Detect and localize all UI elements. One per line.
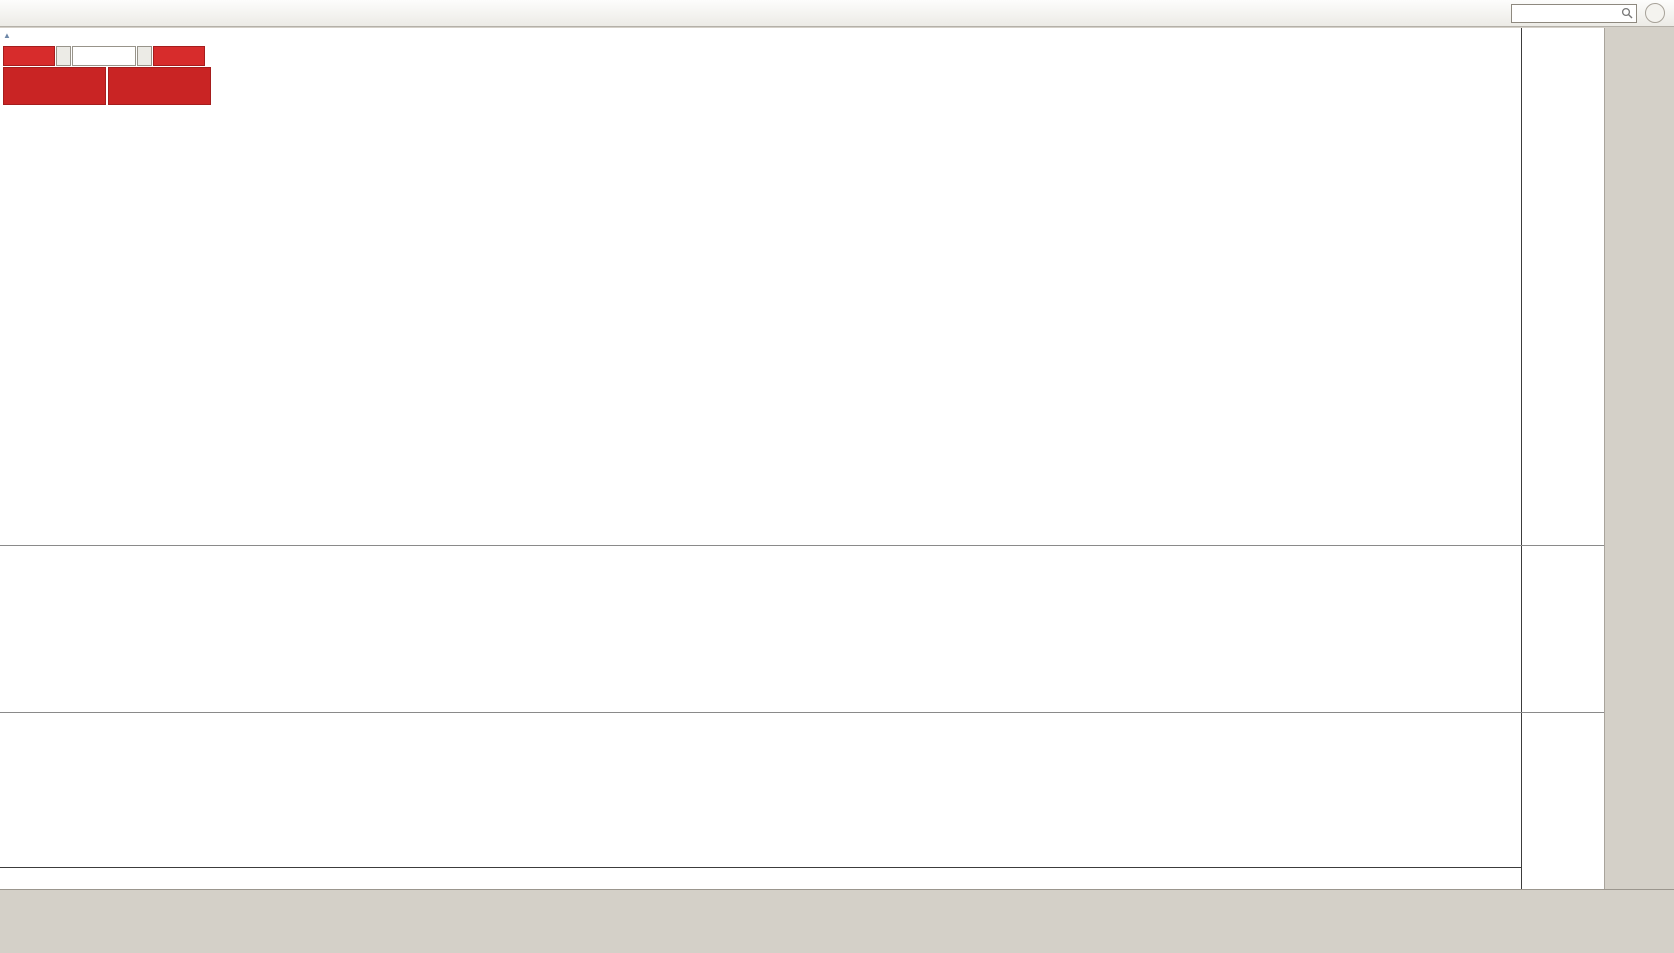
chart-plot-background (0, 28, 1521, 889)
help-button[interactable] (1645, 3, 1665, 23)
main-toolbar (0, 0, 1674, 27)
sell-button[interactable] (3, 46, 55, 66)
macd-pane-canvas[interactable] (0, 546, 1521, 712)
search-icon (1621, 7, 1633, 19)
volume-input[interactable] (73, 47, 135, 65)
volume-dropdown-icon[interactable] (56, 46, 71, 66)
price-axis[interactable] (1521, 28, 1604, 889)
window-bottom-strip (0, 889, 1674, 953)
main-chart-canvas[interactable] (0, 28, 1521, 545)
workspace-right-margin (1604, 28, 1674, 889)
ask-price-button[interactable] (108, 67, 211, 105)
one-click-toggle-icon[interactable]: ▲ (3, 31, 11, 40)
time-axis[interactable] (0, 867, 1521, 889)
search-input[interactable] (1515, 7, 1621, 19)
bid-price-button[interactable] (3, 67, 106, 105)
rsi-pane-splitter[interactable] (0, 712, 1604, 713)
symbol-search[interactable] (1511, 3, 1637, 23)
buy-button[interactable] (153, 46, 205, 66)
macd-pane-splitter[interactable] (0, 545, 1604, 546)
volume-field-wrap (72, 46, 136, 66)
rsi-pane-canvas[interactable] (0, 713, 1521, 867)
volume-stepper[interactable] (137, 46, 152, 66)
one-click-trading-panel (3, 46, 211, 105)
